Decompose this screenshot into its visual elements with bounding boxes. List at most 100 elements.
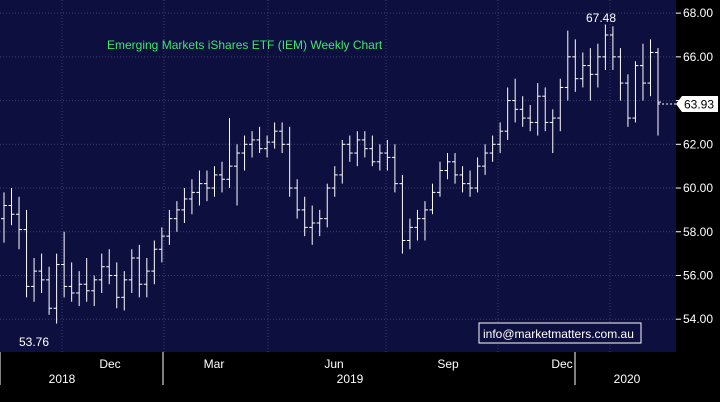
- ohlc-bar: [391, 144, 398, 193]
- high-label: 67.48: [586, 11, 616, 25]
- y-tick-label: 68.00: [683, 6, 713, 20]
- ohlc-bar: [467, 170, 474, 197]
- ohlc-bar: [354, 131, 361, 167]
- ohlc-bar: [527, 104, 534, 132]
- ohlc-bar: [384, 139, 391, 171]
- ohlc-bar: [38, 253, 45, 293]
- ohlc-bar: [579, 52, 586, 88]
- watermark-box: info@marketmatters.com.au: [478, 322, 642, 344]
- ohlc-bar: [482, 144, 489, 175]
- ohlc-bar: [639, 43, 646, 101]
- ohlc-bar: [219, 161, 225, 193]
- ohlc-bar: [211, 166, 218, 197]
- x-axis-labels: Dec Mar Jun Sep Dec 2018 2019 2020: [0, 352, 641, 386]
- ohlc-bar: [181, 188, 188, 224]
- ohlc-bar: [594, 43, 601, 88]
- ohlc-bar: [369, 135, 376, 167]
- ohlc-bar: [286, 126, 293, 197]
- ohlc-bar: [324, 183, 331, 228]
- ohlc-bar: [512, 78, 519, 123]
- ohlc-bar: [474, 157, 481, 193]
- ohlc-bar: [196, 170, 203, 206]
- footer-bar: [0, 385, 720, 402]
- ohlc-bar: [203, 170, 210, 202]
- ohlc-bar: [76, 271, 83, 307]
- time-axis-background: [0, 352, 676, 386]
- ohlc-bar: [166, 209, 173, 245]
- ohlc-bar: [158, 227, 165, 263]
- ohlc-bar: [647, 39, 654, 97]
- ohlc-bar: [459, 166, 466, 193]
- ohlc-bar: [421, 201, 428, 241]
- y-tick-label: 58.00: [683, 225, 713, 239]
- y-tick-label: 66.00: [683, 50, 713, 64]
- ohlc-bar: [572, 39, 579, 92]
- ohlc-bar: [316, 209, 323, 237]
- ohlc-bar: [489, 135, 496, 162]
- ohlc-bar: [519, 96, 526, 127]
- ohlc-bar: [143, 257, 150, 298]
- y-tick-label: 56.00: [683, 268, 713, 282]
- ohlc-bar: [8, 188, 15, 226]
- watermark-text: info@marketmatters.com.au: [483, 327, 634, 341]
- ohlc-bar: [534, 83, 541, 136]
- ohlc-bar: [61, 231, 68, 298]
- ohlc-bar: [542, 87, 549, 132]
- ohlc-bar: [98, 253, 105, 293]
- ohlc-bar: [376, 144, 383, 171]
- ohlc-bar: [452, 153, 459, 184]
- ohlc-bar: [444, 153, 451, 180]
- x-year-label: 2019: [337, 372, 364, 386]
- ohlc-bar: [549, 109, 556, 154]
- ohlc-bar: [121, 271, 128, 311]
- ohlc-bar: [173, 201, 180, 232]
- x-month-label: Dec: [551, 357, 572, 371]
- ohlc-bar: [294, 179, 301, 219]
- x-year-label: 2018: [49, 372, 76, 386]
- ohlc-bar: [136, 244, 143, 298]
- ohlc-bar: [617, 48, 624, 101]
- ohlc-bar: [331, 166, 338, 197]
- ohlc-bar: [437, 161, 443, 197]
- ohlc-bar: [406, 218, 413, 250]
- ohlc-bar: [624, 74, 631, 127]
- ohlc-bar: [234, 144, 241, 206]
- ohlc-bar: [632, 61, 639, 123]
- y-tick-label: 60.00: [683, 181, 713, 195]
- ohlc-bar: [339, 139, 346, 184]
- ohlc-bars: [1, 24, 661, 324]
- ohlc-bar: [587, 48, 594, 101]
- x-month-label: Sep: [437, 357, 459, 371]
- ohlc-bar: [151, 240, 158, 285]
- low-label: 53.76: [19, 335, 49, 349]
- ohlc-bar: [91, 275, 98, 307]
- ohlc-bar: [128, 249, 135, 293]
- ohlc-bar: [655, 48, 661, 136]
- ohlc-bar: [279, 122, 286, 154]
- ohlc-bar: [414, 209, 421, 241]
- ohlc-bar: [361, 131, 368, 158]
- ohlc-bar: [564, 30, 571, 101]
- x-year-label: 2020: [614, 372, 641, 386]
- ohlc-bar: [83, 257, 90, 302]
- ohlc-bar: [16, 196, 23, 250]
- y-tick-label: 62.00: [683, 137, 713, 151]
- x-month-label: Dec: [99, 357, 120, 371]
- ohlc-bar: [1, 192, 7, 243]
- ohlc-bar: [609, 26, 616, 70]
- axis-background: [676, 0, 720, 402]
- plot-background: [0, 0, 676, 352]
- ohlc-bar: [46, 266, 53, 315]
- ohlc-bar: [188, 179, 195, 215]
- x-month-label: Jun: [324, 357, 343, 371]
- y-tick-label: 54.00: [683, 312, 713, 326]
- ohlc-bar: [256, 126, 263, 154]
- ohlc-bar: [106, 249, 113, 285]
- ohlc-bar: [241, 135, 248, 171]
- ohlc-bar: [249, 131, 256, 158]
- last-price-label: 63.93: [684, 98, 714, 112]
- ohlc-bar: [226, 118, 233, 189]
- chart-title: Emerging Markets iShares ETF (IEM) Weekl…: [107, 38, 383, 52]
- ohlc-bar: [23, 209, 30, 298]
